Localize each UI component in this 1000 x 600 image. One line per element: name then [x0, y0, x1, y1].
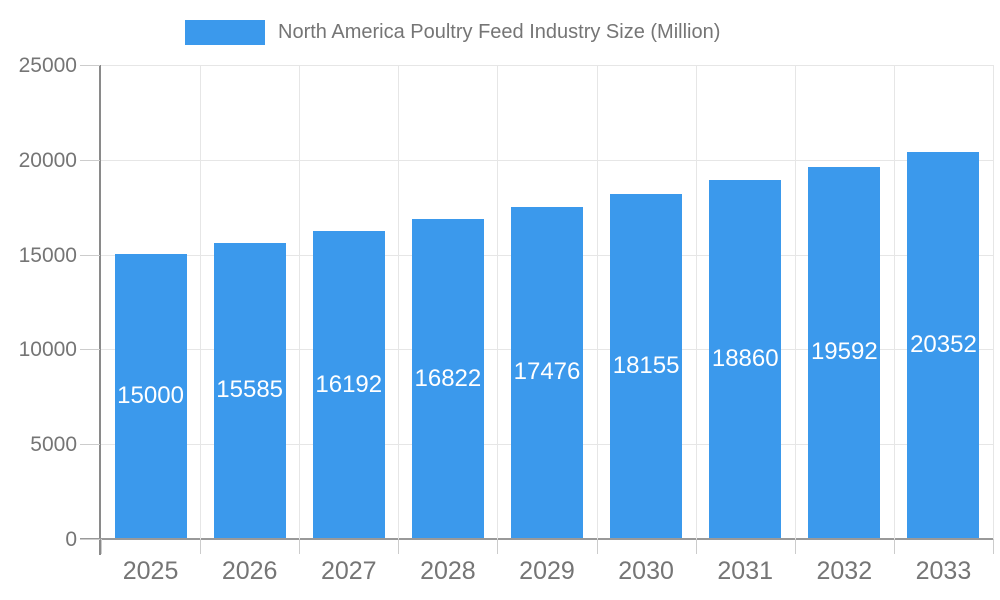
- legend-swatch: [185, 20, 265, 45]
- bar-value-label: 16822: [414, 364, 482, 392]
- x-tick: [596, 539, 598, 554]
- bar[interactable]: 16822: [411, 219, 484, 538]
- y-tick: [80, 349, 100, 351]
- bar[interactable]: 15585: [213, 242, 286, 538]
- x-tick-label: 2026: [221, 557, 278, 585]
- bar[interactable]: 16192: [312, 231, 385, 538]
- plot-area: 0 5000 10000 15000 20000 25000 15000 2025 15585 2…: [19, 55, 994, 584]
- h-gridline: [101, 159, 993, 161]
- legend-item[interactable]: North America Poultry Feed Industry Size…: [185, 20, 720, 45]
- x-tick: [893, 539, 895, 554]
- x-tick-label: 2032: [816, 557, 873, 585]
- v-gridline: [398, 65, 400, 539]
- bar-value-label: 19592: [810, 338, 878, 366]
- x-tick: [794, 539, 796, 554]
- v-gridline: [299, 65, 301, 539]
- y-tick-label: 0: [65, 528, 77, 551]
- bar[interactable]: 15000: [114, 253, 187, 538]
- bar[interactable]: 18155: [610, 193, 683, 538]
- v-gridline: [993, 65, 994, 539]
- bar-value-label: 17476: [513, 358, 581, 386]
- v-gridline: [200, 65, 202, 539]
- bar[interactable]: 18860: [709, 180, 782, 538]
- y-tick-label: 5000: [30, 433, 77, 457]
- y-tick: [80, 254, 100, 256]
- y-tick: [80, 444, 100, 446]
- y-tick: [80, 539, 100, 540]
- bar-value-label: 16192: [315, 370, 383, 398]
- x-tick: [101, 539, 102, 554]
- bar-value-label: 18860: [711, 345, 779, 373]
- x-tick-label: 2029: [519, 557, 575, 585]
- v-gridline: [794, 65, 796, 539]
- x-tick: [200, 539, 202, 554]
- y-tick: [80, 159, 100, 161]
- v-gridline: [893, 65, 895, 539]
- x-tick: [695, 539, 697, 554]
- y-tick: [80, 65, 100, 66]
- bar-value-label: 20352: [910, 331, 977, 359]
- x-tick-label: 2027: [320, 557, 377, 585]
- x-tick-label: 2031: [717, 557, 774, 585]
- y-tick-label: 25000: [18, 54, 77, 77]
- h-gridline: [101, 65, 993, 66]
- x-tick: [299, 539, 301, 554]
- y-tick-label: 10000: [18, 338, 77, 362]
- legend-label: North America Poultry Feed Industry Size…: [278, 21, 721, 43]
- bar[interactable]: 17476: [511, 206, 583, 538]
- x-tick-label: 2025: [122, 557, 179, 585]
- x-tick-label: 2028: [420, 557, 476, 585]
- x-tick: [398, 539, 400, 554]
- x-tick-label: 2033: [915, 557, 972, 585]
- bar[interactable]: 19592: [808, 166, 881, 538]
- v-gridline: [695, 65, 697, 539]
- bar[interactable]: 20352: [907, 152, 980, 538]
- v-gridline: [497, 65, 499, 539]
- bar-value-label: 15000: [117, 381, 184, 409]
- x-tick-label: 2030: [618, 557, 674, 585]
- x-axis-line: [80, 538, 993, 540]
- v-gridline: [596, 65, 598, 539]
- bar-value-label: 15585: [216, 376, 284, 404]
- y-tick-label: 15000: [18, 243, 77, 267]
- bar-value-label: 18155: [612, 351, 680, 379]
- y-axis-line: [99, 65, 101, 555]
- x-tick: [497, 539, 499, 554]
- y-tick-label: 20000: [18, 148, 77, 172]
- x-tick: [993, 539, 994, 554]
